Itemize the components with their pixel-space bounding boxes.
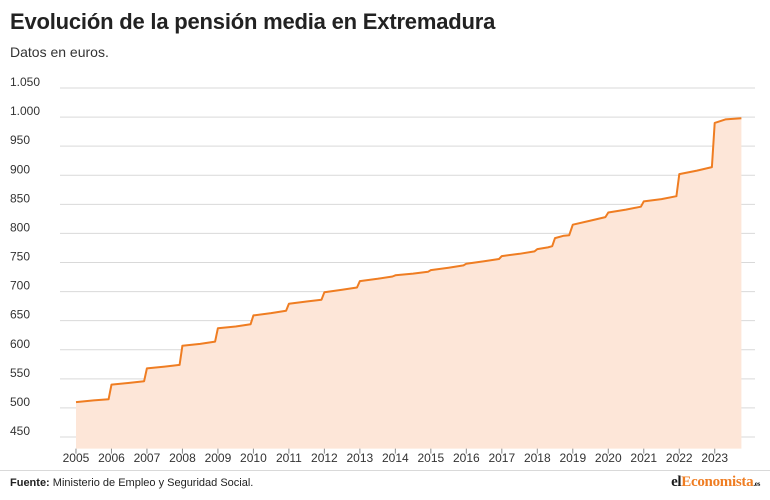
series-line (75, 117, 742, 404)
y-tick-label: 950 (10, 133, 30, 147)
logo-tld: .es (753, 480, 760, 488)
chart-title: Evolución de la pensión media en Extrema… (10, 9, 496, 34)
y-tick-label: 600 (10, 337, 30, 351)
x-tick-label: 2020 (595, 451, 622, 465)
x-tick-label: 2015 (417, 451, 444, 465)
x-tick-label: 2023 (701, 451, 728, 465)
y-tick-label: 1.050 (10, 75, 40, 89)
y-tick-label: 500 (10, 395, 30, 409)
x-tick-label: 2017 (488, 451, 515, 465)
y-tick-label: 450 (10, 424, 30, 438)
footer-divider (0, 470, 770, 471)
x-tick-label: 2019 (559, 451, 586, 465)
x-tick-label: 2006 (98, 451, 125, 465)
y-tick-label: 850 (10, 191, 30, 205)
x-tick-label: 2009 (205, 451, 232, 465)
x-tick-label: 2010 (240, 451, 267, 465)
source-text: Ministerio de Empleo y Seguridad Social. (52, 477, 254, 489)
x-tick-label: 2005 (63, 451, 90, 465)
x-tick-label: 2011 (276, 451, 302, 465)
x-tick-label: 2008 (169, 451, 196, 465)
logo-part-1: el (671, 474, 682, 490)
source-label: Fuente: (10, 477, 50, 489)
x-tick-label: 2018 (524, 451, 551, 465)
y-tick-label: 800 (10, 220, 30, 234)
source-note: Fuente: Ministerio de Empleo y Seguridad… (10, 477, 253, 489)
x-tick-label: 2014 (382, 451, 409, 465)
area-fill (76, 118, 742, 449)
x-tick-label: 2013 (347, 451, 374, 465)
y-tick-label: 650 (10, 308, 30, 322)
eleconomista-logo: elEconomista.es (671, 474, 760, 491)
y-tick-label: 900 (10, 162, 30, 176)
chart-subtitle: Datos en euros. (10, 44, 109, 60)
x-tick-label: 2022 (666, 451, 693, 465)
y-tick-label: 1.000 (10, 104, 40, 118)
y-tick-label: 550 (10, 366, 30, 380)
x-tick-label: 2021 (630, 451, 657, 465)
x-tick-label: 2012 (311, 451, 338, 465)
line-area-chart: 450 500 550 600 650 700 750 800 850 900 950 1.000 1.… (10, 75, 755, 465)
y-tick-label: 750 (10, 250, 30, 264)
x-tick-label: 2016 (453, 451, 480, 465)
y-tick-label: 700 (10, 279, 30, 293)
x-tick-label: 2007 (134, 451, 161, 465)
logo-part-2: Economista (681, 474, 754, 490)
